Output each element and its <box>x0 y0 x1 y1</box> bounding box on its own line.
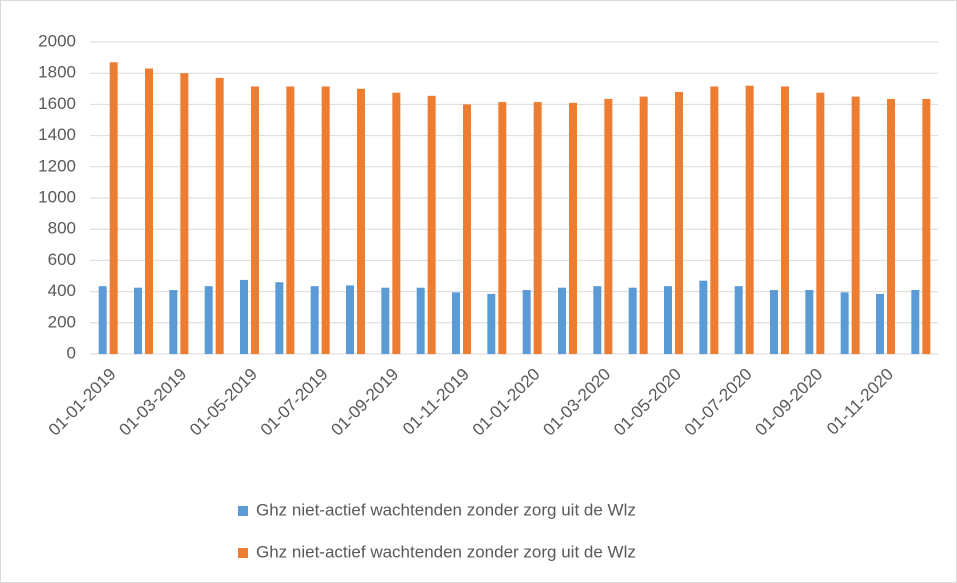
y-tick-label: 200 <box>48 312 76 331</box>
bar <box>911 290 920 354</box>
bar <box>452 292 460 354</box>
legend-label: Ghz niet-actief wachtenden zonder zorg u… <box>256 500 636 519</box>
bar <box>134 287 142 354</box>
bar <box>569 102 577 354</box>
bar <box>487 293 496 354</box>
bar <box>275 282 284 354</box>
bar <box>710 86 719 355</box>
bar <box>840 292 849 354</box>
y-tick-label: 1800 <box>38 63 76 82</box>
bar <box>770 290 778 354</box>
legend-label: Ghz niet-actief wachtenden zonder zorg u… <box>256 542 636 561</box>
bar <box>310 286 319 354</box>
y-tick-label: 1200 <box>38 156 76 175</box>
bar <box>628 287 637 354</box>
bar <box>558 287 566 354</box>
bar <box>463 104 471 355</box>
y-tick-label: 400 <box>48 281 76 300</box>
bar <box>215 77 224 354</box>
bar <box>851 96 860 354</box>
bar <box>427 95 436 354</box>
bar <box>180 73 189 354</box>
legend-swatch <box>238 506 248 516</box>
bar <box>321 86 330 355</box>
y-tick-label: 600 <box>48 250 76 269</box>
bar <box>745 85 754 355</box>
bar <box>240 279 248 354</box>
y-tick-label: 800 <box>48 219 76 238</box>
bar <box>816 92 825 354</box>
bar <box>699 280 708 354</box>
bar <box>593 286 602 354</box>
bar <box>346 285 354 354</box>
bar <box>357 88 365 355</box>
bar <box>145 68 153 355</box>
bar <box>286 86 295 355</box>
bar <box>251 86 259 355</box>
bar <box>522 290 531 354</box>
bar <box>639 96 648 354</box>
bar <box>204 286 213 354</box>
bar <box>533 102 542 354</box>
y-tick-label: 1400 <box>38 125 76 144</box>
bar <box>781 86 789 355</box>
bar <box>498 102 507 354</box>
bar <box>887 98 895 354</box>
bar <box>381 287 390 354</box>
bar <box>98 286 107 354</box>
bar <box>922 98 931 354</box>
legend-swatch <box>238 548 248 558</box>
bar <box>876 293 884 354</box>
bar <box>109 62 118 354</box>
y-tick-label: 0 <box>67 343 76 362</box>
y-tick-label: 2000 <box>38 31 76 50</box>
bar <box>416 287 425 354</box>
bar <box>675 91 683 355</box>
bar <box>604 98 613 354</box>
bar <box>805 290 814 354</box>
bar <box>664 286 672 354</box>
bar <box>734 286 743 354</box>
y-tick-label: 1000 <box>38 187 76 206</box>
y-tick-label: 1600 <box>38 94 76 113</box>
bar <box>392 92 401 354</box>
bar <box>169 290 178 354</box>
